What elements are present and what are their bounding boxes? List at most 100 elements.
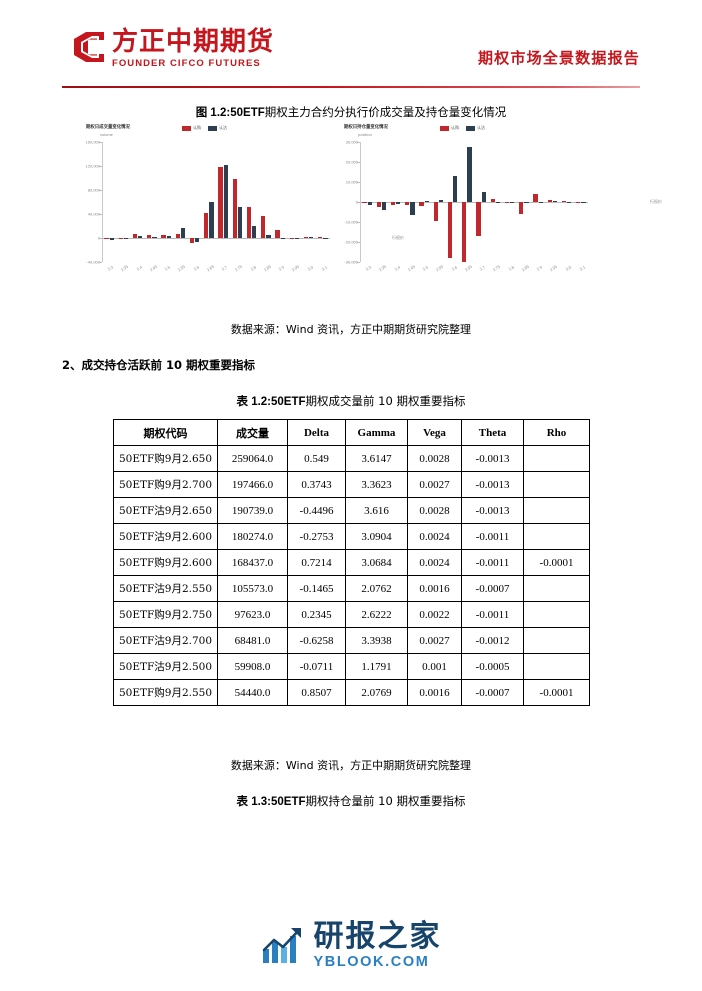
x-axis-tick-label: 2.65 xyxy=(205,263,215,273)
cell-option-code: 50ETF购9月2.700 xyxy=(113,471,218,498)
chart-bar xyxy=(419,202,424,207)
chart-bar xyxy=(161,234,166,238)
cell-成交量: 54440.0 xyxy=(217,679,288,706)
chart-bar xyxy=(232,179,237,238)
volume-plot-area: -40,000 0 40,000 80,000 120,000 160,000 2.3 2.3… xyxy=(86,140,330,272)
cell-delta: -0.2753 xyxy=(287,523,346,550)
cell-成交量: 59908.0 xyxy=(217,653,288,680)
x-axis-tick-label: 2.85 xyxy=(520,263,530,273)
cell-gamma: 2.6222 xyxy=(345,601,408,628)
chart-bar xyxy=(453,176,458,202)
cell-成交量: 190739.0 xyxy=(217,497,288,524)
cell-delta: -0.6258 xyxy=(287,627,346,654)
cell-gamma: 3.0684 xyxy=(345,549,408,576)
cell-成交量: 259064.0 xyxy=(217,445,288,472)
chart-bar xyxy=(447,202,453,259)
col-header-option-code: 期权代码 xyxy=(113,419,218,446)
chart-bar xyxy=(438,199,444,202)
chart-bar xyxy=(396,202,401,204)
table-row: 50ETF沽9月2.700 68481.0 -0.6258 3.3938 0.0027-… xyxy=(113,627,590,654)
y-axis-tick-label: 80,000 xyxy=(87,187,100,193)
chart-bar xyxy=(533,193,538,202)
chart-bar xyxy=(309,237,314,239)
chart-bar xyxy=(118,238,123,239)
cell-成交量: 180274.0 xyxy=(217,523,288,550)
cell-成交量: 105573.0 xyxy=(217,575,288,602)
x-axis-tick-label: 2.8 xyxy=(507,264,515,272)
cell-delta: 0.549 xyxy=(287,445,346,472)
chart-bar xyxy=(405,202,410,205)
section-heading: 2、成交持仓活跃前 10 期权重要指标 xyxy=(62,358,256,372)
cell-delta: 0.3743 xyxy=(287,471,346,498)
x-axis-tick-label: 2.6 xyxy=(192,264,200,272)
chart-bar xyxy=(237,206,243,238)
chart-bar xyxy=(424,201,429,202)
chart-bar xyxy=(538,202,543,203)
y-axis-tick-label: 40,000 xyxy=(87,211,100,217)
chart-bar xyxy=(104,238,109,240)
chart-bar xyxy=(166,236,171,238)
cell-rho xyxy=(523,627,590,654)
figure-caption-prefix: 图 1.2:50ETF xyxy=(195,107,265,119)
cell-gamma: 2.0769 xyxy=(345,679,408,706)
cell-option-code: 50ETF购9月2.550 xyxy=(113,679,218,706)
chart-bar xyxy=(303,237,309,238)
x-axis-tick-label: 2.75 xyxy=(492,263,502,273)
y-axis-tick-mark xyxy=(99,262,102,263)
y-axis-tick-mark xyxy=(99,142,102,143)
volume-change-chart: 期权日成交量变化情况 认购 认沽 volume -40,000 0 40,000 80… xyxy=(86,124,404,292)
x-axis-tick-label: 3.1 xyxy=(320,264,328,272)
chart-bar xyxy=(109,238,114,241)
table-row: 50ETF购9月2.650 259064.0 0.549 3.6147 0.0028 -0… xyxy=(113,445,590,472)
cell-rho xyxy=(523,653,590,680)
legend-swatch-put-icon xyxy=(208,125,217,131)
cell-rho: -0.0001 xyxy=(523,549,590,576)
volume-chart-title: 期权日成交量变化情况 xyxy=(86,125,130,130)
cell-rho xyxy=(523,497,590,524)
position-y-axis-unit: position xyxy=(358,132,372,137)
cell-theta: -0.0011 xyxy=(461,523,524,550)
chart-bar xyxy=(567,202,572,203)
cell-delta: -0.4496 xyxy=(287,497,346,524)
legend-item-put: 认沽 xyxy=(208,125,227,131)
chart-bar xyxy=(481,192,486,202)
chart-bar xyxy=(289,238,294,239)
x-axis-tick-label: 2.55 xyxy=(435,263,445,273)
cell-vega: 0.0027 xyxy=(407,471,462,498)
cell-delta: -0.1465 xyxy=(287,575,346,602)
cell-gamma: 3.616 xyxy=(345,497,408,524)
cell-rho xyxy=(523,523,590,550)
cell-gamma: 2.0762 xyxy=(345,575,408,602)
cell-option-code: 50ETF购9月2.600 xyxy=(113,549,218,576)
cell-rho xyxy=(523,601,590,628)
cell-rho xyxy=(523,445,590,472)
x-axis-tick-label: 2.3 xyxy=(106,264,115,272)
cell-vega: 0.0022 xyxy=(407,601,462,628)
cell-delta: 0.2345 xyxy=(287,601,346,628)
x-axis-tick-label: 2.75 xyxy=(234,263,244,273)
col-header-delta: Delta xyxy=(287,419,346,446)
y-axis-tick-mark xyxy=(357,262,360,263)
cell-option-code: 50ETF沽9月2.600 xyxy=(113,523,218,550)
table-row: 50ETF沽9月2.500 59908.0 -0.0711 1.1791 0.001 -0… xyxy=(113,653,590,680)
position-change-chart: 期权日持仓量变化情况 认购 认沽 position -30,000 -20,000… xyxy=(344,124,662,292)
table-row: 50ETF购9月2.700 197466.0 0.3743 3.3623 0.0027-… xyxy=(113,471,590,498)
table-row: 50ETF沽9月2.550 105573.0 -0.1465 2.0762 0.0016… xyxy=(113,575,590,602)
cell-gamma: 3.6147 xyxy=(345,445,408,472)
table-row: 50ETF沽9月2.650 190739.0 -0.4496 3.616 0.0028-… xyxy=(113,497,590,524)
watermark-site-url: YBLOOK.COM xyxy=(313,953,430,970)
chart-bar xyxy=(138,235,143,238)
greeks-table: 期权代码 成交量 Delta Gamma Vega Theta Rho 50ET… xyxy=(113,419,590,706)
x-axis-tick-label: 2.6 xyxy=(450,264,458,272)
chart-bar xyxy=(561,201,567,202)
zero-line xyxy=(360,202,588,203)
y-axis-tick-label: 20,000 xyxy=(345,159,358,165)
oi-table-caption-rest: 期权持仓量前 10 期权重要指标 xyxy=(305,794,466,808)
cell-option-code: 50ETF沽9月2.700 xyxy=(113,627,218,654)
y-axis-tick-mark xyxy=(357,202,360,203)
chart-bar xyxy=(495,202,501,204)
x-axis-tick-label: 2.95 xyxy=(291,263,301,273)
col-header-rho: Rho xyxy=(523,419,590,446)
legend-item-call: 认购 xyxy=(182,125,201,131)
volume-table-caption: 表 1.2:50ETF期权成交量前 10 期权重要指标 xyxy=(0,393,702,409)
